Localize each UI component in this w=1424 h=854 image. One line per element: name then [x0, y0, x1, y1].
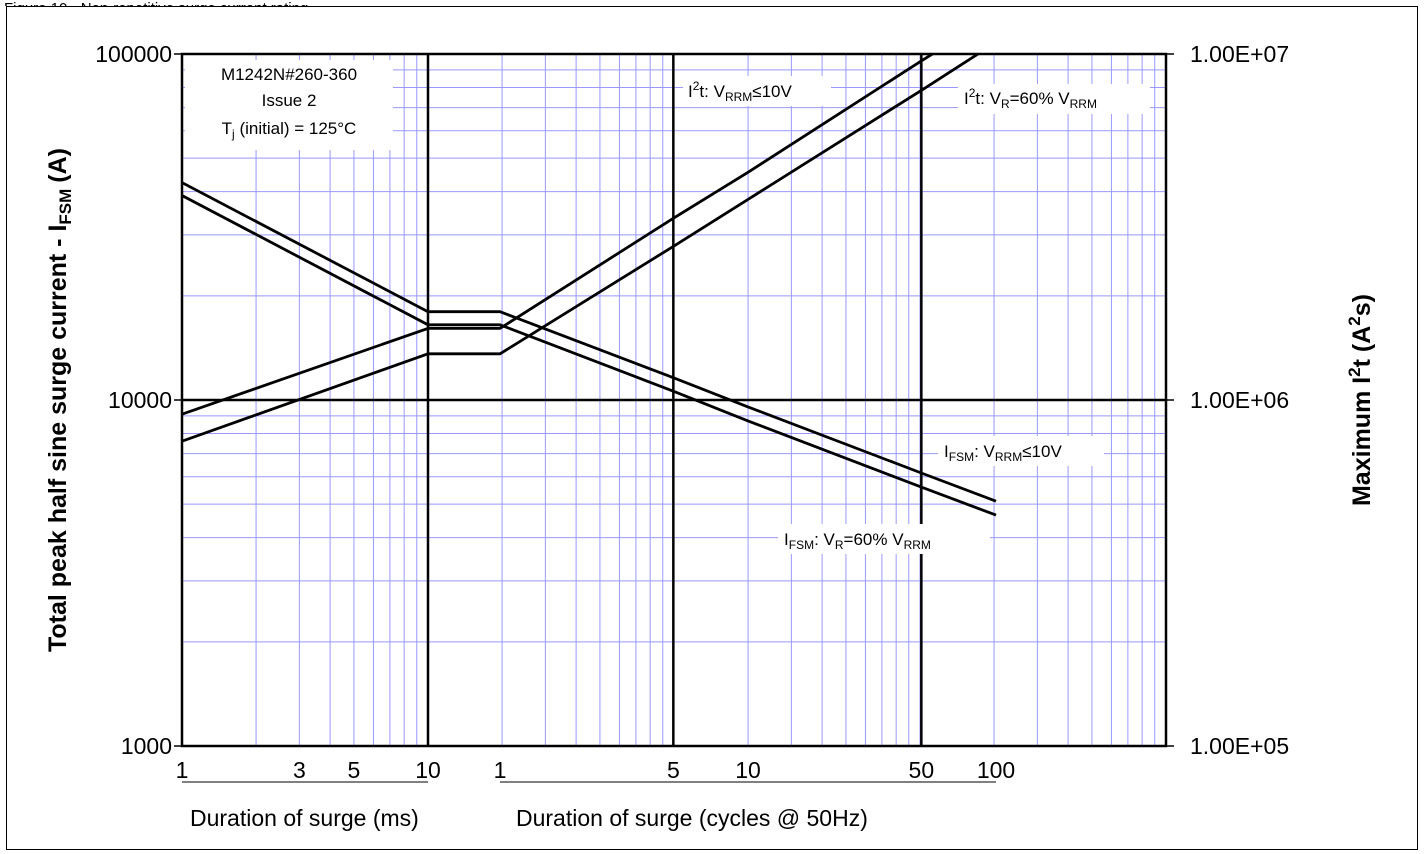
y-right-tick-label: 1.00E+07 [1190, 41, 1289, 67]
y-axis-left-title: Total peak half sine surge current - IFS… [44, 148, 75, 652]
figure-title: Figure 10 - Non-repetitive surge current… [4, 0, 308, 6]
label-bg-ifsm-vrrm10 [938, 436, 1104, 466]
label-bg-ifsm-vr60 [778, 524, 990, 554]
x-cycles-tick-label: 10 [735, 757, 761, 783]
x-axis-ms-title: Duration of surge (ms) [190, 805, 419, 831]
series-label-ifsm-vr60: IFSM: VR=60% VRRM [784, 530, 931, 552]
info-box [185, 60, 393, 150]
x-cycles-tick-label: 5 [667, 757, 680, 783]
x-ms-tick-label: 10 [415, 757, 441, 783]
y-left-tick-label: 100000 [95, 41, 172, 67]
series-line-2 [182, 181, 997, 503]
series-label-ifsm-vrrm10: IFSM: VRRM≤10V [944, 442, 1062, 464]
y-axis-right-title: Maximum I2t (A2s) [1345, 294, 1376, 506]
curves [182, 54, 997, 517]
info-box-line3: Tj (initial) = 125°C [222, 119, 357, 141]
series-line-0 [182, 54, 936, 416]
x-cycles-tick-label: 100 [977, 757, 1015, 783]
y-right-tick-label: 1.00E+05 [1190, 733, 1289, 759]
y-right-tick-label: 1.00E+06 [1190, 387, 1289, 413]
grid [182, 54, 1166, 746]
x-cycles-tick-label: 1 [494, 757, 507, 783]
series-line-3 [182, 194, 997, 517]
y-left-tick-label: 1000 [121, 733, 172, 759]
info-box-line1: M1242N#260-360 [221, 65, 357, 84]
x-cycles-tick-label: 50 [909, 757, 935, 783]
series-label-i2t-vr60: I2t: VR=60% VRRM [964, 86, 1097, 111]
x-axis-cycles-title: Duration of surge (cycles @ 50Hz) [516, 805, 868, 831]
label-bg-i2t-vr60 [958, 84, 1150, 114]
x-ms-tick-label: 3 [293, 757, 306, 783]
x-ms-tick-label: 1 [176, 757, 189, 783]
chart-frame [6, 6, 1418, 850]
info-box-line2: Issue 2 [262, 91, 317, 110]
label-bg-i2t-vrrm10 [683, 76, 831, 106]
tick-labels: 1000 10000 100000 1.00E+05 1.00E+06 1.00E+07 1… [95, 41, 1289, 783]
series-label-i2t-vrrm10: I2t: VRRM≤10V [688, 79, 793, 104]
y-left-tick-label: 10000 [108, 387, 172, 413]
series-line-1 [182, 54, 981, 443]
x-ms-tick-label: 5 [348, 757, 361, 783]
